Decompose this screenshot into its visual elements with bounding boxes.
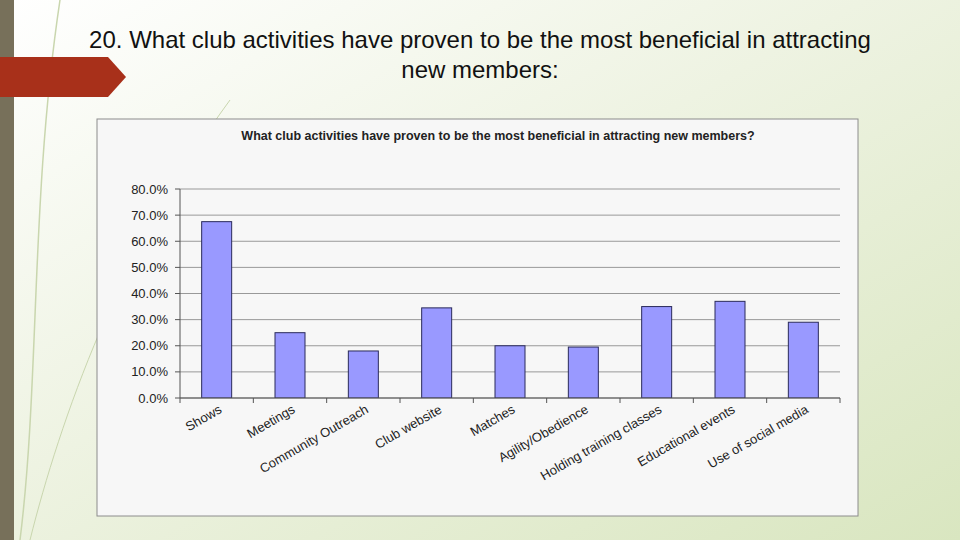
- grid-line: [180, 241, 840, 242]
- y-tick: [175, 345, 180, 346]
- x-tick: [546, 398, 547, 403]
- grid-line: [180, 398, 840, 399]
- bar: [348, 351, 378, 398]
- y-tick: [175, 241, 180, 242]
- x-tick-label: Meetings: [244, 401, 298, 441]
- grid-line: [180, 267, 840, 268]
- x-tick-label: Club website: [372, 402, 444, 452]
- title-arrow: [0, 57, 126, 97]
- y-tick: [175, 398, 180, 399]
- bars: [202, 222, 819, 398]
- y-tick-label: 10.0%: [131, 364, 168, 379]
- chart-box: [97, 119, 858, 516]
- grid-line: [180, 215, 840, 216]
- y-tick-label: 60.0%: [131, 234, 168, 249]
- chart-title: What club activities have proven to be t…: [198, 130, 798, 143]
- y-tick: [175, 319, 180, 320]
- y-tick-label: 50.0%: [131, 260, 168, 275]
- bar: [715, 301, 745, 398]
- x-tick-label: Use of social media: [705, 401, 811, 471]
- background: [0, 0, 960, 540]
- bar: [495, 346, 525, 398]
- y-tick-label: 80.0%: [131, 182, 168, 197]
- x-tick: [180, 398, 181, 403]
- x-tick: [253, 398, 254, 403]
- x-tick-label: Holding training classes: [538, 401, 665, 483]
- bar: [422, 308, 452, 398]
- grid-line: [180, 189, 840, 190]
- y-tick: [175, 293, 180, 294]
- bar: [275, 333, 305, 398]
- y-tick-label: 20.0%: [131, 338, 168, 353]
- y-tick: [175, 371, 180, 372]
- x-tick: [620, 398, 621, 403]
- y-tick-label: 40.0%: [131, 286, 168, 301]
- x-tick: [840, 398, 841, 403]
- y-tick-label: 70.0%: [131, 208, 168, 223]
- y-tick: [175, 267, 180, 268]
- bar: [568, 347, 598, 398]
- x-axis: [180, 398, 840, 399]
- y-tick: [175, 215, 180, 216]
- slide-title: 20. What club activities have proven to …: [75, 25, 885, 85]
- y-axis: [180, 189, 181, 398]
- grid-line: [180, 293, 840, 294]
- bar: [202, 222, 232, 398]
- x-tick: [693, 398, 694, 403]
- y-tick-label: 0.0%: [138, 391, 168, 406]
- x-tick: [400, 398, 401, 403]
- x-tick-label: Matches: [467, 401, 517, 439]
- y-tick-label: 30.0%: [131, 312, 168, 327]
- y-tick: [175, 189, 180, 190]
- bar: [788, 322, 818, 398]
- x-tick: [473, 398, 474, 403]
- x-tick: [326, 398, 327, 403]
- x-tick-label: Community Outreach: [257, 402, 371, 476]
- x-tick-label: Shows: [183, 401, 225, 434]
- x-tick: [766, 398, 767, 403]
- bar: [642, 307, 672, 398]
- page: {"header": {"title": "20. What club acti…: [0, 0, 960, 540]
